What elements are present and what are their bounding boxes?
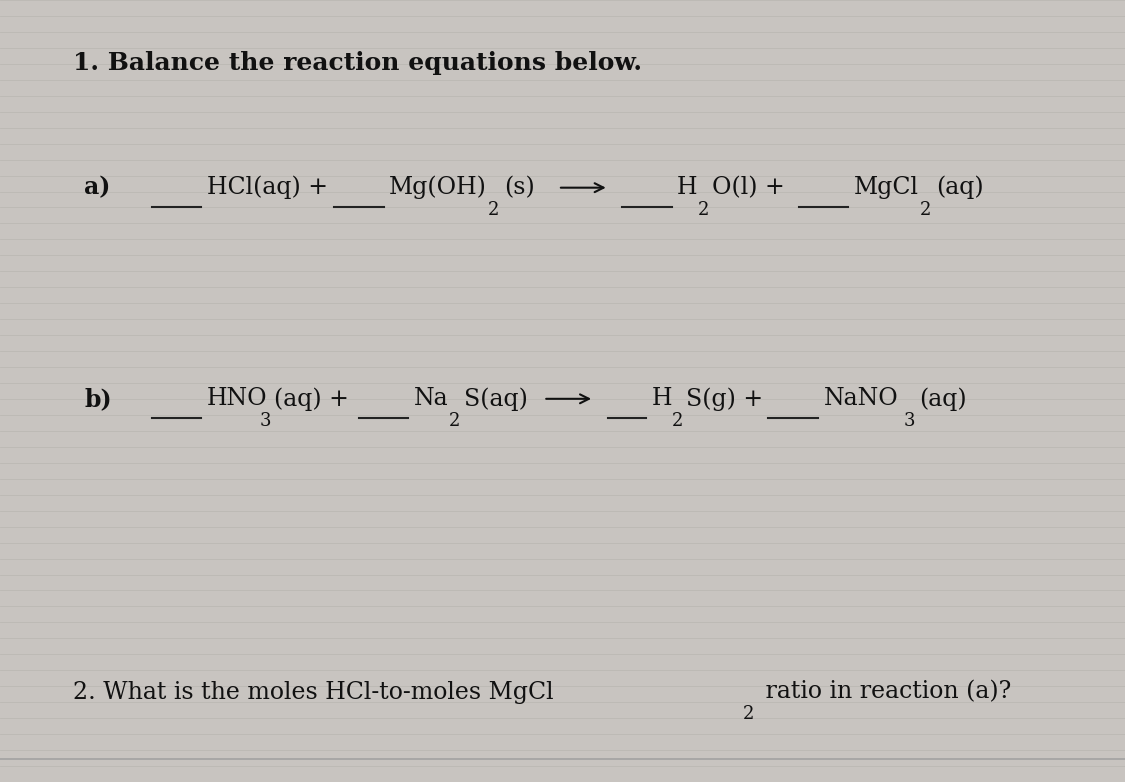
Text: O(l) +: O(l) +: [712, 176, 785, 199]
Text: (aq): (aq): [919, 387, 966, 411]
Text: 2: 2: [920, 200, 931, 219]
Text: Mg(OH): Mg(OH): [389, 176, 487, 199]
Text: (aq): (aq): [936, 176, 983, 199]
Text: Na: Na: [414, 387, 449, 411]
Text: 1. Balance the reaction equations below.: 1. Balance the reaction equations below.: [73, 51, 642, 75]
Text: HCl(aq) +: HCl(aq) +: [207, 176, 328, 199]
Text: S(g) +: S(g) +: [686, 387, 764, 411]
Text: 2: 2: [449, 411, 460, 430]
Text: b): b): [84, 387, 113, 411]
Text: H: H: [651, 387, 672, 411]
Text: 2: 2: [698, 200, 709, 219]
Text: MgCl: MgCl: [854, 176, 919, 199]
Text: 3: 3: [260, 411, 271, 430]
Text: a): a): [84, 176, 110, 199]
Text: S(aq): S(aq): [464, 387, 528, 411]
Text: H: H: [677, 176, 698, 199]
Text: 2. What is the moles HCl-to-moles MgCl: 2. What is the moles HCl-to-moles MgCl: [73, 680, 554, 704]
Text: NaNO: NaNO: [824, 387, 898, 411]
Text: HNO: HNO: [207, 387, 268, 411]
Text: 2: 2: [742, 705, 754, 723]
Text: (aq) +: (aq) +: [274, 387, 350, 411]
Text: ratio in reaction (a)?: ratio in reaction (a)?: [758, 680, 1011, 704]
Text: 2: 2: [672, 411, 683, 430]
Text: 2: 2: [488, 200, 500, 219]
Text: (s): (s): [504, 176, 534, 199]
Text: 3: 3: [903, 411, 915, 430]
